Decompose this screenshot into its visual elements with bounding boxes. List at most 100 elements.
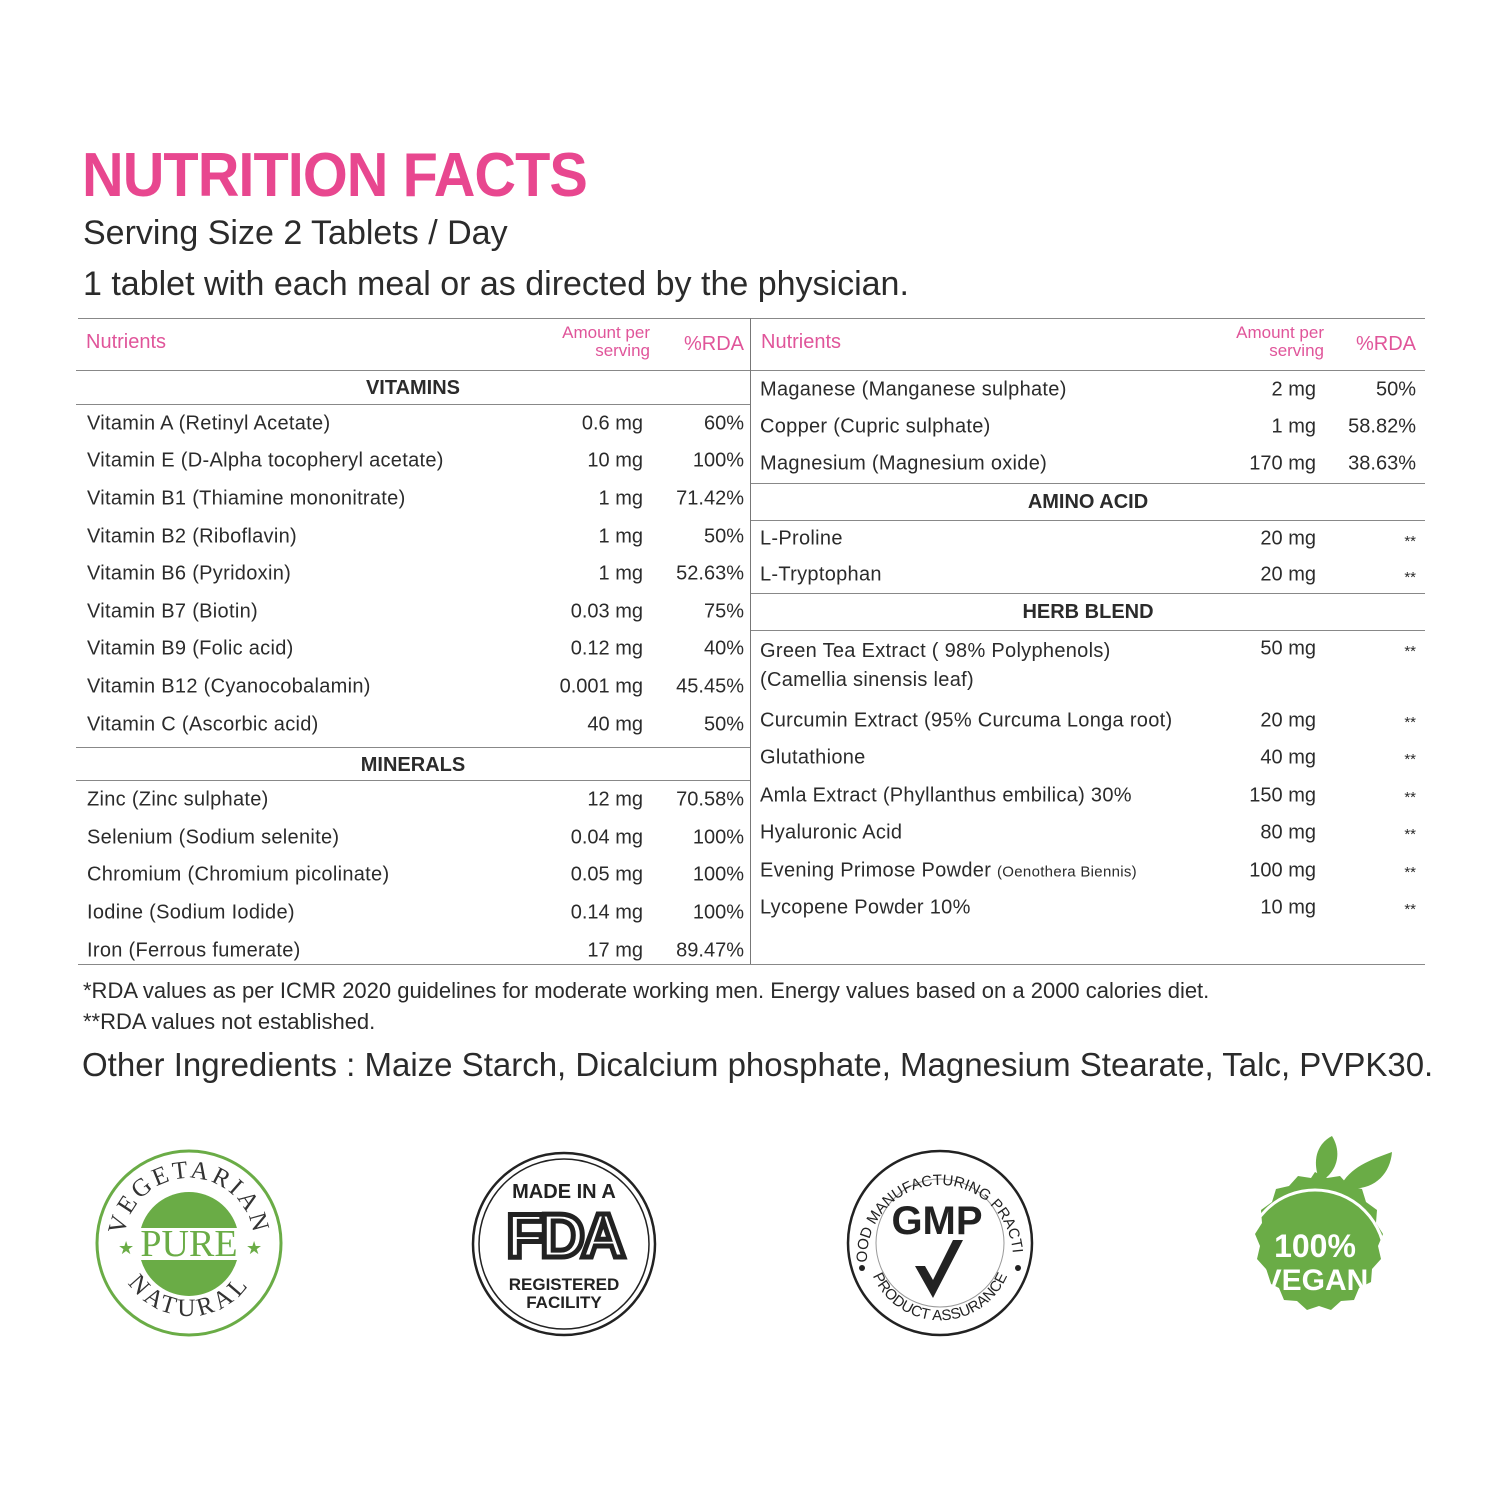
nutrient-amount: 12 mg [587,788,643,811]
table-row: Vitamin E (D-Alpha tocopheryl acetate) 10… [76,443,750,481]
nutrient-amount: 1 mg [598,525,643,548]
nutrient-name: Green Tea Extract ( 98% Polyphenols) (Cam… [760,637,1111,695]
nutrient-name-text: Evening Primose Powder [760,859,992,882]
nutrient-rda: 100% [692,449,744,472]
table-row: Hyaluronic Acid 80 mg ** [751,814,1425,852]
header-amount-line1: Amount per [1236,323,1324,342]
header-rda: %RDA [683,333,744,355]
table-row: Vitamin B6 (Pyridoxin) 1 mg 52.63% [76,555,750,593]
svg-text:GMP: GMP [891,1199,982,1243]
nutrient-rda: 75% [703,600,744,623]
nutrient-amount: 20 mg [1260,527,1316,550]
table-row: Amla Extract (Phyllanthus embilica) 30% 1… [751,777,1425,815]
svg-text:FACILITY: FACILITY [526,1293,602,1312]
table-row: Vitamin B9 (Folic acid) 0.12 mg 40% [76,631,750,669]
nutrient-name: Chromium (Chromium picolinate) [87,863,390,886]
nutrient-amount: 10 mg [587,449,643,472]
nutrition-table-left: Nutrients Amount per serving %RDA VITAMIN… [76,318,750,964]
nutrient-amount: 80 mg [1260,821,1316,844]
nutrient-rda: 50% [703,525,744,548]
footnote-rda-not-established: **RDA values not established. [83,1009,376,1034]
table-row: Vitamin B7 (Biotin) 0.03 mg 75% [76,593,750,631]
nutrient-name-text: Curcumin Extract (95% Curcuma Longa root… [760,709,1173,732]
nutrient-rda: 100% [692,826,744,849]
nutrient-amount: 10 mg [1260,896,1316,919]
table-row: Evening Primose Powder (Oenothera Bienni… [751,852,1425,890]
nutrient-name: Vitamin B9 (Folic acid) [87,637,294,660]
page-title: NUTRITION FACTS [82,141,588,210]
nutrient-amount: 20 mg [1260,709,1316,732]
nutrient-name: Iodine (Sodium Iodide) [87,901,295,924]
nutrient-amount: 0.05 mg [570,863,643,886]
section-header-herb-blend: HERB BLEND [751,592,1425,631]
nutrient-amount: 20 mg [1260,563,1316,586]
table-row: Selenium (Sodium selenite) 0.04 mg 100% [76,819,750,857]
nutrient-rda: 50% [1375,378,1416,401]
nutrient-rda: 40% [703,637,744,660]
nutrient-name: Evening Primose Powder (Oenothera Bienni… [760,859,1137,882]
nutrient-name: Lycopene Powder 10% [760,897,971,920]
nutrient-name-text: Amla Extract (Phyllanthus embilica) 30% [760,784,1132,807]
nutrient-name: Vitamin B2 (Riboflavin) [87,525,297,548]
nutrient-name: Amla Extract (Phyllanthus embilica) 30% [760,784,1132,807]
nutrient-name: Vitamin B1 (Thiamine mononitrate) [87,487,406,510]
nutrient-name: Vitamin B6 (Pyridoxin) [87,562,292,585]
header-nutrients: Nutrients [86,331,167,353]
table-row: Iron (Ferrous fumerate) 17 mg 89.47% [76,932,750,970]
nutrient-amount: 0.12 mg [570,637,643,660]
directions: 1 tablet with each meal or as directed b… [83,265,909,303]
table-row: Magnesium (Magnesium oxide) 170 mg 38.63% [751,446,1425,483]
nutrient-rda: 89.47% [676,939,744,962]
nutrient-amount: 1 mg [598,562,643,585]
nutrient-rda: ** [1404,642,1416,660]
nutrient-amount: 100 mg [1249,859,1316,882]
table-row: Lycopene Powder 10% 10 mg ** [751,889,1425,927]
nutrient-name: Vitamin B7 (Biotin) [87,600,258,623]
svg-text:PURE: PURE [140,1223,237,1265]
nutrient-rda: 100% [692,863,744,886]
nutrient-amount: 0.04 mg [570,826,643,849]
svg-text:★: ★ [118,1238,134,1258]
nutrient-name-text: Hyaluronic Acid [760,821,903,844]
section-header-amino-acid: AMINO ACID [751,482,1425,521]
header-nutrients: Nutrients [761,331,842,353]
nutrient-rda: 71.42% [676,487,744,510]
table-header: Nutrients Amount per serving %RDA [76,318,750,371]
nutrient-rda: 38.63% [1348,452,1416,475]
section-header-vitamins: VITAMINS [76,371,750,405]
svg-text:VEGAN: VEGAN [1262,1264,1369,1297]
vegetarian-seal-icon: VEGETARIAN NATURAL PURE ★ ★ [95,1149,283,1337]
nutrient-name: Vitamin E (D-Alpha tocopheryl acetate) [87,449,444,472]
nutrient-name-line1: Green Tea Extract ( 98% Polyphenols) [760,640,1111,663]
gmp-checkmark-seal-icon: GOOD MANUFACTURING PRACTICE PRODUCT ASSU… [845,1148,1034,1337]
table-row: Iodine (Sodium Iodide) 0.14 mg 100% [76,894,750,932]
table-row: Vitamin B12 (Cyanocobalamin) 0.001 mg 45.4… [76,668,750,706]
table-row: Copper (Cupric sulphate) 1 mg 58.82% [751,408,1425,445]
other-ingredients: Other Ingredients : Maize Starch, Dicalc… [82,1046,1434,1083]
svg-text:100%: 100% [1274,1228,1356,1264]
svg-text:REGISTERED: REGISTERED [509,1275,620,1294]
nutrient-rda: ** [1404,901,1416,919]
nutrient-rda: ** [1404,788,1416,806]
nutrient-rda: 52.63% [676,562,744,585]
nutrient-name: Glutathione [760,747,866,770]
nutrient-name: Copper (Cupric sulphate) [760,415,991,438]
nutrient-rda: ** [1404,863,1416,881]
nutrient-rda: ** [1404,713,1416,731]
vegan-leaf-badge-icon: 100% VEGAN [1243,1136,1392,1332]
nutrient-rda: 50% [703,713,744,736]
nutrient-amount: 0.03 mg [570,600,643,623]
svg-text:★: ★ [246,1238,262,1258]
nutrient-name-text: L-Proline [760,527,843,550]
nutrient-name-line2: (Camellia sinensis leaf) [760,669,974,692]
table-row: Zinc (Zinc sulphate) 12 mg 70.58% [76,781,750,819]
table-row: Vitamin B2 (Riboflavin) 1 mg 50% [76,518,750,556]
table-row: Green Tea Extract ( 98% Polyphenols) (Cam… [751,631,1425,702]
table-row: Vitamin A (Retinyl Acetate) 0.6 mg 60% [76,405,750,443]
table-row: Curcumin Extract (95% Curcuma Longa root… [751,702,1425,740]
footnote-rda: *RDA values as per ICMR 2020 guidelines … [83,978,1210,1003]
nutrient-rda: ** [1404,568,1416,586]
header-rda: %RDA [1355,333,1416,355]
nutrient-rda: 45.45% [676,675,744,698]
nutrient-rda: 70.58% [676,788,744,811]
